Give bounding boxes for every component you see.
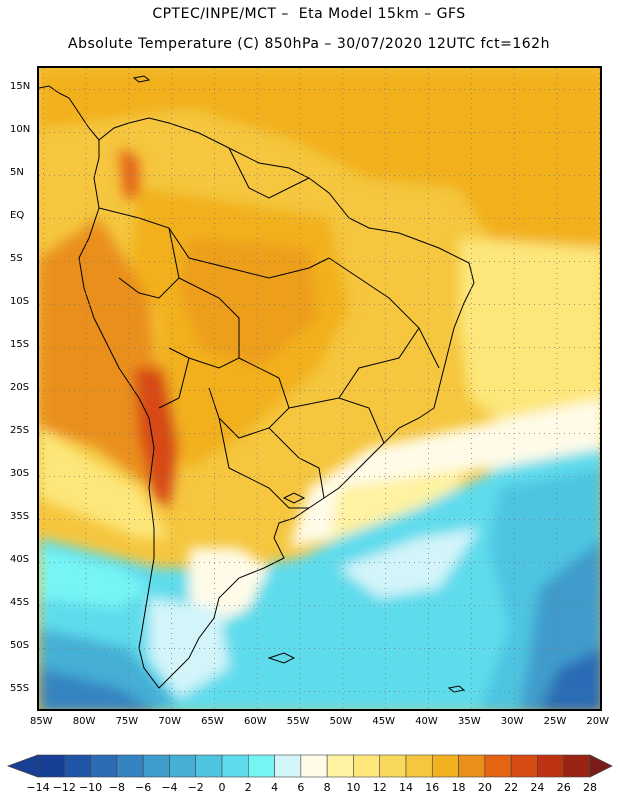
colorbar-tick-label: −6 — [135, 781, 152, 794]
colorbar-bin — [431, 754, 459, 778]
latitude-label: EQ — [10, 209, 25, 221]
colorbar-bin — [510, 754, 538, 778]
colorbar-bin — [63, 754, 91, 778]
colorbar-bin — [300, 754, 328, 778]
latitude-label: 35S — [10, 510, 30, 522]
latitude-label: 30S — [10, 467, 30, 479]
latitude-label: 10S — [10, 295, 30, 307]
latitude-label: 50S — [10, 639, 30, 651]
colorbar-tick-label: 28 — [583, 781, 597, 794]
colorbar-bin — [484, 754, 512, 778]
colorbar-bin — [221, 754, 249, 778]
colorbar-bin — [90, 754, 118, 778]
latitude-label: 15N — [10, 80, 31, 92]
latitude-label: 55S — [10, 682, 30, 694]
colorbar-bin — [116, 754, 144, 778]
colorbar-over-arrow — [589, 754, 613, 778]
colorbar-tick-label: 12 — [372, 781, 387, 794]
latitude-label: 20S — [10, 381, 30, 393]
colorbar-tick-label: 22 — [504, 781, 519, 794]
longitude-label: 70W — [158, 716, 181, 727]
colorbar-bin — [169, 754, 197, 778]
longitude-label: 75W — [115, 716, 139, 727]
longitude-label: 80W — [72, 716, 96, 727]
colorbar-tick-label: −2 — [187, 781, 204, 794]
colorbar-tick-label: 20 — [477, 781, 492, 794]
colorbar-bin — [326, 754, 354, 778]
longitude-label: 45W — [372, 716, 396, 727]
colorbar-bin — [458, 754, 486, 778]
latitude-label: 25S — [10, 424, 30, 436]
colorbar-bin — [353, 754, 381, 778]
map-subtitle: Absolute Temperature (C) 850hPa – 30/07/… — [68, 36, 550, 52]
colorbar-bin — [379, 754, 407, 778]
longitude-label: 55W — [286, 716, 310, 727]
colorbar-tick-label: 0 — [218, 781, 226, 794]
latitude-label: 15S — [10, 338, 30, 350]
colorbar-bin — [37, 754, 65, 778]
colorbar-tick-label: −4 — [161, 781, 178, 794]
coastlines — [39, 75, 475, 693]
colorbar-bin — [195, 754, 223, 778]
colorbar-tick-label: 24 — [530, 781, 545, 794]
colorbar-tick-label: 6 — [297, 781, 305, 794]
colorbar-tick-label: 2 — [244, 781, 252, 794]
latitude-label: 5N — [10, 166, 24, 178]
colorbar-tick-label: 14 — [399, 781, 413, 794]
colorbar-tick-label: 8 — [323, 781, 331, 794]
colorbar-bin — [405, 754, 433, 778]
longitude-label: 30W — [500, 716, 524, 727]
colorbar-tick-label: 16 — [425, 781, 440, 794]
longitude-label: 25W — [543, 716, 567, 727]
colorbar-tick-label: −12 — [52, 781, 76, 794]
colorbar-tick-label: −14 — [26, 781, 50, 794]
latitude-label: 10N — [10, 123, 31, 135]
latitude-label: 40S — [10, 553, 30, 565]
colorbar-tick-label: 26 — [556, 781, 571, 794]
longitude-label: 60W — [243, 716, 267, 727]
map-frame — [37, 66, 602, 711]
map-title: CPTEC/INPE/MCT – Eta Model 15km – GFS — [152, 6, 466, 22]
colorbar-tick-label: 18 — [451, 781, 466, 794]
colorbar — [6, 754, 613, 778]
colorbar-under-arrow — [6, 754, 39, 778]
temperature-map — [39, 68, 600, 709]
longitude-label: 35W — [457, 716, 481, 727]
graticule — [39, 68, 600, 709]
colorbar-bin — [247, 754, 275, 778]
colorbar-bin — [142, 754, 170, 778]
colorbar-bin — [274, 754, 302, 778]
longitude-label: 65W — [201, 716, 224, 727]
colorbar-bin — [537, 754, 565, 778]
longitude-label: 20W — [586, 716, 610, 727]
longitude-label: 40W — [415, 716, 438, 727]
colorbar-tick-label: −8 — [108, 781, 125, 794]
longitude-label: 85W — [29, 716, 53, 727]
colorbar-tick-label: 4 — [271, 781, 279, 794]
colorbar-bin — [563, 754, 591, 778]
longitude-label: 50W — [329, 716, 353, 727]
colorbar-tick-label: −10 — [78, 781, 103, 794]
latitude-label: 5S — [10, 252, 23, 264]
colorbar-tick-label: 10 — [346, 781, 361, 794]
latitude-label: 45S — [10, 596, 30, 608]
